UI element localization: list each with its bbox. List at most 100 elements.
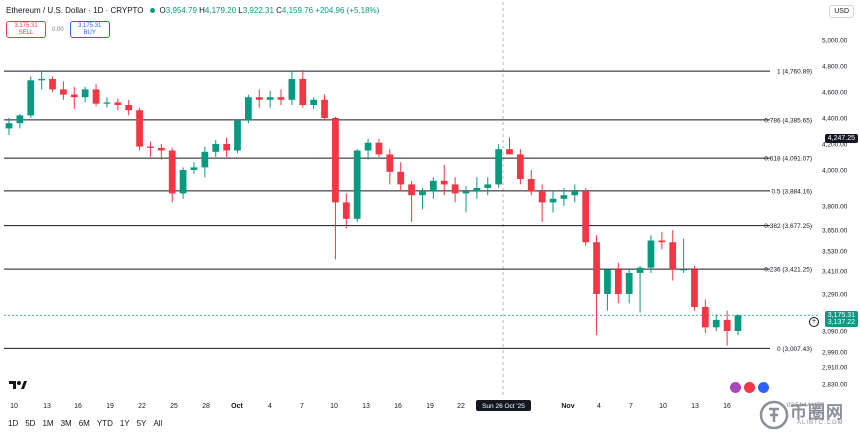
candle-body bbox=[386, 154, 394, 172]
watermark-sub: ALIBTC.COM bbox=[797, 420, 844, 426]
candle-body bbox=[81, 89, 89, 98]
time-tick-label: 16 bbox=[74, 403, 82, 410]
candle-body bbox=[147, 146, 154, 148]
price-tick-label: 5,000.00 bbox=[822, 38, 848, 45]
candle-body bbox=[353, 150, 361, 219]
price-tick-label: 3,290.00 bbox=[822, 292, 848, 299]
sell-price: 3,175.31 bbox=[14, 23, 38, 29]
time-tick-label: 13 bbox=[362, 403, 370, 410]
tradingview-logo-icon bbox=[9, 381, 27, 389]
candle-body bbox=[342, 202, 350, 219]
symbol-title[interactable]: Ethereum / U.S. Dollar · 1D · CRYPTO bbox=[6, 6, 144, 15]
timeframe-3m[interactable]: 3M bbox=[60, 419, 72, 428]
price-tick-label: 4,200.00 bbox=[822, 142, 848, 149]
candle-body bbox=[712, 319, 720, 328]
symbol-legend: Ethereum / U.S. Dollar · 1D · CRYPTO O 3… bbox=[6, 6, 379, 15]
candle-body bbox=[506, 149, 513, 155]
timeframe-6m[interactable]: 6M bbox=[78, 419, 90, 428]
candle-body bbox=[49, 79, 56, 90]
candle-body bbox=[582, 191, 590, 243]
high-label: H bbox=[199, 6, 205, 15]
candle-body bbox=[408, 184, 415, 196]
event-icon[interactable] bbox=[730, 382, 741, 393]
timeframe-1y[interactable]: 1Y bbox=[119, 419, 130, 428]
time-tick-label: 7 bbox=[629, 403, 633, 410]
fib-label: 0.5 (3,884.16) bbox=[772, 188, 812, 195]
candle-body bbox=[255, 97, 263, 100]
timeframe-1m[interactable]: 1M bbox=[42, 419, 54, 428]
candle-body bbox=[701, 306, 709, 328]
fib-label: 0.786 (4,385.65) bbox=[764, 117, 812, 124]
candle-body bbox=[277, 97, 285, 100]
time-tick-label: 16 bbox=[723, 403, 731, 410]
timeframe-5d[interactable]: 5D bbox=[25, 419, 36, 428]
buy-button[interactable]: 3,175.31 BUY bbox=[69, 21, 110, 38]
fib-label: 0.236 (3,421.25) bbox=[764, 267, 812, 274]
time-tick-label: 19 bbox=[426, 403, 434, 410]
candle-body bbox=[321, 99, 328, 118]
time-tick-label: Nov bbox=[561, 403, 574, 410]
time-tick-label: 25 bbox=[170, 403, 178, 410]
event-icons bbox=[730, 382, 769, 393]
candle-body bbox=[734, 315, 742, 331]
timeframe-5y[interactable]: 5Y bbox=[136, 419, 147, 428]
candle-body bbox=[114, 102, 122, 105]
watermark: 03:54:44 UTC 币圈网 ALIBTC.COM bbox=[757, 398, 857, 434]
time-tick-label: 19 bbox=[106, 403, 114, 410]
flag-icon[interactable] bbox=[744, 382, 755, 393]
candle-body bbox=[636, 267, 644, 273]
timeframe-bar: 1D 5D 1M 3M 6M YTD 1Y 5Y All bbox=[8, 419, 162, 428]
time-tick-label: 13 bbox=[691, 403, 699, 410]
time-tick-label: 10 bbox=[330, 403, 338, 410]
fib-label: 0.618 (4,091.07) bbox=[764, 156, 812, 163]
candle-body bbox=[38, 79, 46, 81]
time-tick-label: 10 bbox=[659, 403, 667, 410]
trade-panel: 3,175.31 SELL 0.00 3,175.31 BUY bbox=[6, 21, 110, 38]
open-value: 3,954.79 bbox=[165, 6, 197, 15]
timeframe-all[interactable]: All bbox=[153, 419, 163, 428]
candle-body bbox=[419, 191, 426, 196]
candle-body bbox=[332, 118, 339, 203]
high-value: 4,179.20 bbox=[204, 6, 237, 15]
candle-body bbox=[5, 123, 13, 129]
candle-body bbox=[201, 151, 209, 168]
candle-body bbox=[223, 144, 230, 151]
candle-body bbox=[179, 170, 187, 194]
timeframe-1d[interactable]: 1D bbox=[8, 419, 19, 428]
candle-body bbox=[27, 80, 35, 116]
candle-body bbox=[60, 89, 67, 95]
candle-body bbox=[92, 89, 100, 104]
close-value: 4,159.76 bbox=[281, 6, 314, 15]
fib-label: 0 (3,007.43) bbox=[777, 346, 812, 353]
price-tick-label: 3,090.00 bbox=[822, 329, 848, 336]
flag-icon-2[interactable] bbox=[758, 382, 769, 393]
buy-label: BUY bbox=[83, 30, 96, 36]
sell-button[interactable]: 3,175.31 SELL bbox=[6, 21, 46, 38]
candle-body bbox=[658, 240, 666, 243]
timeframe-ytd[interactable]: YTD bbox=[96, 419, 113, 428]
candle-body bbox=[136, 110, 143, 147]
add-alert-icon[interactable]: + bbox=[809, 317, 819, 327]
candle-body bbox=[245, 97, 252, 121]
time-tick-label: 22 bbox=[457, 403, 465, 410]
candle-body bbox=[266, 97, 274, 100]
fib-label: 1 (4,760.89) bbox=[777, 69, 812, 76]
high-price-tag: 4,247.25 bbox=[824, 134, 858, 143]
market-status-icon bbox=[149, 8, 155, 13]
low-value: 3,922.31 bbox=[242, 6, 274, 15]
currency-button[interactable]: USD bbox=[829, 5, 854, 18]
candle-body bbox=[593, 242, 600, 294]
clock: 03:54:44 UTC bbox=[787, 403, 825, 409]
candle-body bbox=[538, 191, 546, 203]
watermark-text: 币圈网 bbox=[790, 403, 844, 422]
candle-body bbox=[157, 147, 165, 151]
candle-body bbox=[190, 167, 198, 170]
time-tick-label: 7 bbox=[300, 403, 304, 410]
candle-body bbox=[549, 198, 557, 203]
candle-body bbox=[451, 184, 459, 194]
price-tick-label: 2,990.00 bbox=[822, 350, 848, 357]
price-tick-label: 4,600.00 bbox=[822, 90, 848, 97]
open-label: O bbox=[159, 6, 166, 15]
candle-body bbox=[234, 120, 241, 151]
